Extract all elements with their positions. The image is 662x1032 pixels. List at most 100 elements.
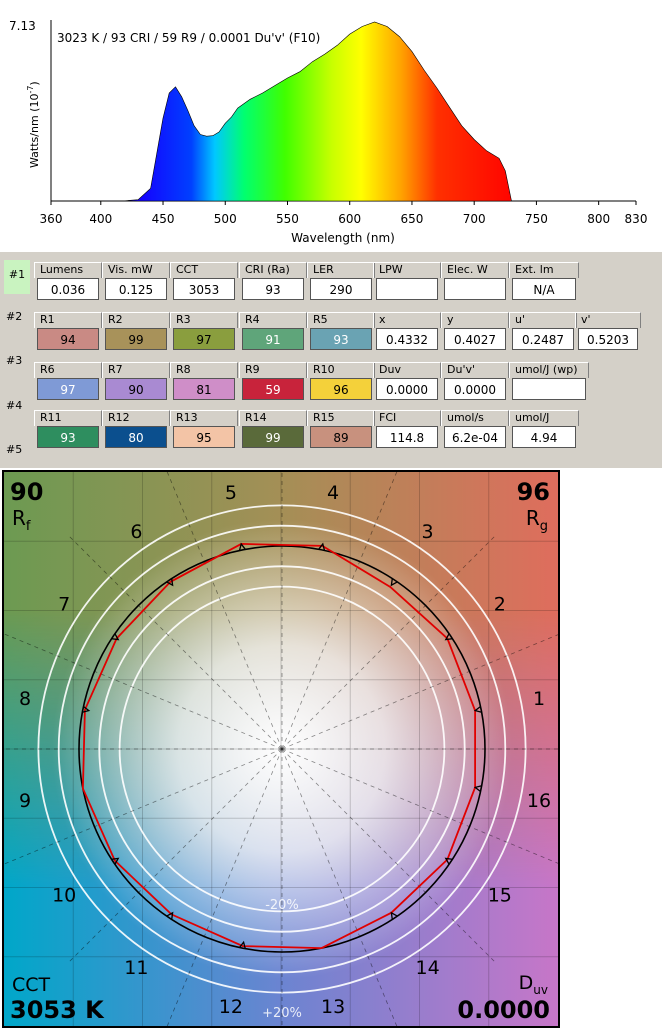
hue-bin-label: 13: [321, 996, 345, 1018]
hue-spoke: [4, 633, 283, 750]
metric-label: R11: [34, 410, 102, 426]
color-vector-graphic: 1 2 3 4 5 6 7 8 9 10 11 12 13 14 15 16 -20% +20% 90 Rf …: [2, 470, 560, 1028]
rg-label-sub: g: [539, 519, 548, 534]
metric-label: umol/J (wp): [509, 362, 589, 378]
metric-label: CRI (Ra): [239, 262, 307, 278]
reference-ring: [57, 524, 507, 974]
color-sample-value: 89: [310, 426, 372, 448]
metric-label: Vis. mW: [102, 262, 170, 278]
hue-arrow: [111, 857, 120, 865]
duv-value: 0.0000: [457, 996, 550, 1024]
metric-label: u': [509, 312, 577, 328]
row-tab-3[interactable]: #3: [6, 354, 23, 367]
hue-arrow: [318, 542, 326, 551]
metric-value[interactable]: 0.5203: [578, 328, 638, 350]
metric-value[interactable]: [444, 278, 506, 300]
metric-label: Elec. W: [441, 262, 509, 278]
metric-label: Lumens: [34, 262, 102, 278]
color-sample-value: 93: [37, 426, 99, 448]
metric-value[interactable]: 6.2e-04: [444, 426, 506, 448]
metric-label: R10: [307, 362, 375, 378]
hue-bin-label: 11: [124, 957, 148, 979]
metric-label: R2: [102, 312, 170, 328]
metric-value[interactable]: [512, 378, 586, 400]
rg-label-r: R: [525, 506, 540, 530]
metric-cell: R1 94: [34, 312, 102, 356]
color-sample-value: 95: [173, 426, 235, 448]
hue-bin-label: 8: [19, 688, 31, 710]
color-sample-value: 96: [310, 378, 372, 400]
metric-value[interactable]: 4.94: [512, 426, 576, 448]
x-tick-label: 750: [525, 212, 548, 226]
hue-arrow: [166, 578, 174, 587]
ring-label-plus20: +20%: [262, 1006, 302, 1021]
metric-value[interactable]: 0.0000: [376, 378, 438, 400]
reference-rings: [37, 504, 527, 994]
metric-label: R9: [239, 362, 307, 378]
hue-bin-label: 1: [533, 688, 545, 710]
hue-spoke: [166, 748, 283, 1026]
x-tick-label: 550: [276, 212, 299, 226]
metric-cell: R3 97: [170, 312, 238, 356]
metric-label: Ext. lm: [509, 262, 579, 278]
x-ticks: 360 400 450 500 550 600 650 700 750 800 830: [40, 201, 647, 226]
metric-value[interactable]: 114.8: [376, 426, 438, 448]
hue-spoke: [4, 748, 283, 865]
metric-value[interactable]: 290: [310, 278, 372, 300]
y-axis-label: Watts/nm (10-7): [26, 81, 41, 168]
metric-value[interactable]: 0.125: [105, 278, 167, 300]
metric-label: R4: [239, 312, 307, 328]
test-polygon: [81, 542, 477, 950]
hue-spoke: [69, 748, 283, 962]
rf-label: Rf: [12, 506, 30, 534]
metric-cell: LPW: [373, 262, 441, 306]
metric-cell: Lumens 0.036: [34, 262, 102, 306]
hue-bin-label: 9: [19, 790, 31, 812]
hue-spoke: [281, 536, 495, 750]
metric-value[interactable]: 0.036: [37, 278, 99, 300]
row-tab-4[interactable]: #4: [6, 399, 23, 412]
metric-value[interactable]: 0.4332: [376, 328, 438, 350]
hue-arrow: [238, 542, 246, 551]
metric-cell: R10 96: [307, 362, 375, 406]
metric-label: CCT: [170, 262, 238, 278]
ring-label-minus20: -20%: [265, 898, 299, 913]
metric-cell: R7 90: [102, 362, 170, 406]
hue-arrow: [473, 705, 482, 713]
hue-bin-label: 5: [225, 482, 237, 504]
metric-value[interactable]: 3053: [173, 278, 235, 300]
hue-bin-label: 6: [130, 521, 142, 543]
hue-arrow: [444, 633, 453, 641]
metric-value[interactable]: 93: [242, 278, 304, 300]
color-sample-value: 94: [37, 328, 99, 350]
y-axis-label-exp: -7: [26, 86, 35, 94]
metric-value[interactable]: 0.2487: [512, 328, 574, 350]
duv-label-sub: uv: [533, 982, 548, 997]
metric-label: umol/s: [441, 410, 509, 426]
rf-label-r: R: [12, 506, 26, 530]
x-tick-label: 650: [401, 212, 424, 226]
metric-cell: R11 93: [34, 410, 102, 454]
row-tab-1[interactable]: #1: [4, 260, 30, 294]
metric-value[interactable]: N/A: [512, 278, 576, 300]
hue-arrow: [166, 911, 174, 920]
spectrum-title: 3023 K / 93 CRI / 59 R9 / 0.0001 Du'v' (…: [57, 31, 320, 45]
metric-cell: u' 0.2487: [509, 312, 577, 356]
metric-label: LER: [307, 262, 375, 278]
metric-value[interactable]: [376, 278, 438, 300]
metric-cell: Du'v' 0.0000: [441, 362, 509, 406]
reference-circle: [78, 545, 486, 953]
metric-cell: x 0.4332: [373, 312, 441, 356]
metric-value[interactable]: 0.4027: [444, 328, 506, 350]
grid-lines: [4, 472, 558, 1026]
cct-value: 3053 K: [10, 996, 104, 1024]
metric-cell: y 0.4027: [441, 312, 509, 356]
rg-value: 96: [516, 478, 550, 506]
metric-value[interactable]: 0.0000: [444, 378, 506, 400]
row-tab-5[interactable]: #5: [6, 443, 23, 456]
y-axis-label-close: ): [28, 81, 41, 85]
row-tab-2[interactable]: #2: [6, 310, 23, 323]
metric-cell: R14 99: [239, 410, 307, 454]
metric-label: R3: [170, 312, 238, 328]
reference-ring: [118, 585, 446, 913]
